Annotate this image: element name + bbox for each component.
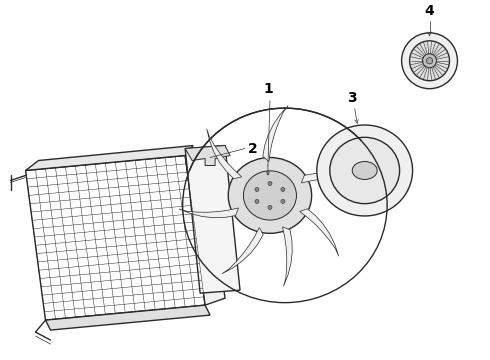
Polygon shape <box>185 145 230 166</box>
Polygon shape <box>179 208 239 218</box>
Circle shape <box>268 206 272 210</box>
Circle shape <box>426 58 433 64</box>
Ellipse shape <box>330 137 400 204</box>
Polygon shape <box>185 149 225 305</box>
Polygon shape <box>300 209 339 256</box>
Polygon shape <box>25 156 205 320</box>
Text: 4: 4 <box>425 4 435 18</box>
Text: 1: 1 <box>263 82 273 96</box>
Ellipse shape <box>317 125 413 216</box>
Circle shape <box>268 181 272 185</box>
Polygon shape <box>222 228 263 274</box>
Circle shape <box>410 41 449 81</box>
Polygon shape <box>25 145 193 171</box>
Polygon shape <box>46 305 210 330</box>
Circle shape <box>255 199 259 203</box>
Circle shape <box>422 54 437 68</box>
Ellipse shape <box>228 158 312 233</box>
Polygon shape <box>263 105 288 162</box>
Ellipse shape <box>352 162 377 179</box>
Circle shape <box>255 188 259 192</box>
Polygon shape <box>301 173 361 183</box>
Polygon shape <box>207 129 242 179</box>
Text: 2: 2 <box>248 141 258 156</box>
Polygon shape <box>185 145 240 293</box>
Circle shape <box>281 199 285 203</box>
Ellipse shape <box>244 171 296 220</box>
Circle shape <box>281 188 285 192</box>
Circle shape <box>402 33 458 89</box>
Text: 3: 3 <box>347 91 357 105</box>
Polygon shape <box>282 227 292 286</box>
